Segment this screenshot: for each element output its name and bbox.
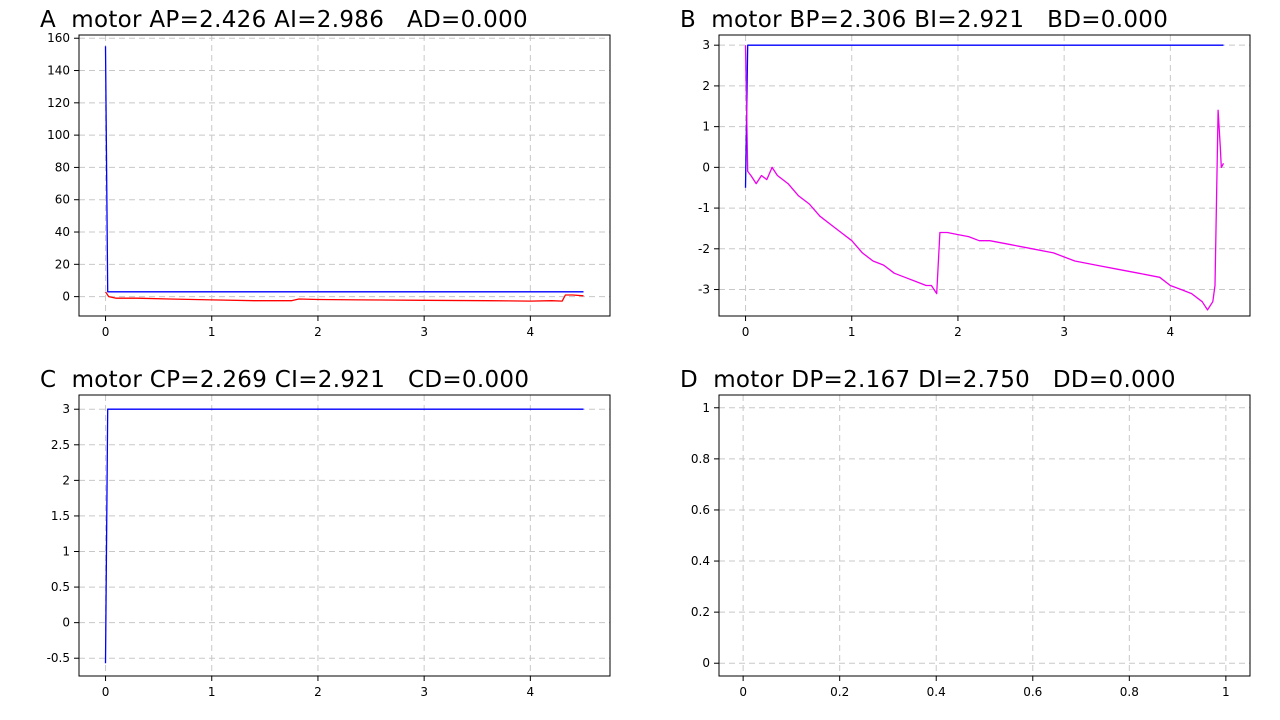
panel-b-ytick-label: -2: [698, 242, 710, 256]
panel-b-ytick-label: 3: [702, 38, 710, 52]
panel-d-ytick-label: 0.6: [691, 503, 710, 517]
panel-d-frame: [718, 394, 1251, 677]
panel-d-xtick-label: 0: [739, 685, 747, 699]
panel-a-frame: [78, 34, 611, 317]
panel-b-series-1-line: [744, 45, 1225, 311]
panel-a-ytick-label: 100: [47, 128, 70, 142]
panel-c-ytick-label: 0.5: [51, 580, 70, 594]
panel-c-xtick-label: 0: [102, 685, 110, 699]
panel-d-ytick-label: 0.4: [691, 554, 710, 568]
panel-b-frame: [718, 34, 1251, 317]
panel-a-ytick-label: 0: [62, 290, 70, 304]
panel-b-ytick-label: 2: [702, 79, 710, 93]
panel-c-ytick-label: -0.5: [47, 651, 70, 665]
panel-a-xtick-label: 2: [314, 325, 322, 339]
panel-a-ytick-label: 140: [47, 64, 70, 78]
panel-c-ytick-label: 2.5: [51, 438, 70, 452]
panel-a-ytick-label: 160: [47, 31, 70, 45]
panel-c-ytick-label: 2: [62, 473, 70, 487]
panel-d-ytick-label: 0: [702, 656, 710, 670]
panel-c-ytick-label: 1.5: [51, 509, 70, 523]
panel-c-series-0-line: [104, 408, 584, 664]
panel-d-ytick-label: 1: [702, 401, 710, 415]
panel-c-ytick-label: 0: [62, 616, 70, 630]
panel-a-xtick-label: 4: [527, 325, 535, 339]
panel-c-xtick-label: 3: [420, 685, 428, 699]
panel-b-ytick-label: -3: [698, 283, 710, 297]
panel-d-title: D motor DP=2.167 DI=2.750 DD=0.000: [680, 367, 1176, 393]
panel-c-ytick-label: 1: [62, 545, 70, 559]
panel-b-xtick-label: 2: [954, 325, 962, 339]
panel-b-xtick-label: 0: [742, 325, 750, 339]
panel-a-ytick-label: 40: [55, 225, 70, 239]
panel-c-ytick-label: 3: [62, 402, 70, 416]
panel-b-xtick-label: 3: [1060, 325, 1068, 339]
panel-c-title: C motor CP=2.269 CI=2.921 CD=0.000: [40, 367, 530, 393]
panel-a-ytick-label: 120: [47, 96, 70, 110]
panel-a-xtick-label: 0: [102, 325, 110, 339]
panel-c-xtick-label: 1: [208, 685, 216, 699]
panel-a-series-0-line: [104, 46, 584, 293]
panel-d-xtick-label: 1: [1222, 685, 1230, 699]
panel-b-ytick-label: 0: [702, 160, 710, 174]
panel-c-xtick-label: 2: [314, 685, 322, 699]
panel-d-xtick-label: 0.6: [1023, 685, 1042, 699]
panel-d-xtick-label: 0.8: [1120, 685, 1139, 699]
panel-b-ytick-label: -1: [698, 201, 710, 215]
panel-b-series-0-line: [744, 44, 1224, 188]
panel-b-ytick-label: 1: [702, 120, 710, 134]
panel-c-frame: [78, 394, 611, 677]
panel-a-title: A motor AP=2.426 AI=2.986 AD=0.000: [40, 7, 528, 33]
panel-d-ytick-label: 0.8: [691, 452, 710, 466]
panel-d-xtick-label: 0.4: [927, 685, 946, 699]
panel-a-ytick-label: 80: [55, 160, 70, 174]
panel-a-ytick-label: 20: [55, 257, 70, 271]
panel-d-ytick-label: 0.2: [691, 605, 710, 619]
panel-b-title: B motor BP=2.306 BI=2.921 BD=0.000: [680, 7, 1169, 33]
panel-a-xtick-label: 1: [208, 325, 216, 339]
panel-b-xtick-label: 1: [848, 325, 856, 339]
panel-c-xtick-label: 4: [527, 685, 535, 699]
panel-a-ytick-label: 60: [55, 193, 70, 207]
panel-a-xtick-label: 3: [420, 325, 428, 339]
panel-b-xtick-label: 4: [1167, 325, 1175, 339]
panel-a-series-1-line: [104, 291, 584, 302]
panel-d-xtick-label: 0.2: [830, 685, 849, 699]
